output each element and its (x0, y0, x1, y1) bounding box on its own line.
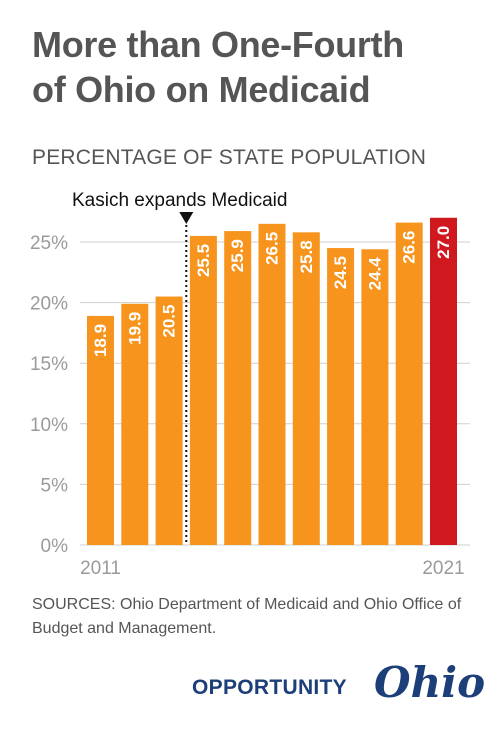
logo-script: Ohio (374, 658, 486, 707)
chart-title: More than One-Fourth of Ohio on Medicaid (32, 22, 404, 112)
bar-value-label: 26.5 (263, 232, 282, 265)
title-line-2: of Ohio on Medicaid (32, 69, 371, 110)
bar (327, 248, 355, 545)
title-line-1: More than One-Fourth (32, 24, 404, 65)
y-tick-label: 20% (30, 294, 68, 315)
bar (121, 303, 149, 545)
bar-value-label: 26.6 (400, 231, 419, 264)
y-tick-label: 0% (41, 536, 69, 557)
bar (395, 222, 423, 545)
bar (224, 231, 252, 546)
bar (430, 217, 457, 545)
bar (155, 296, 183, 545)
bar-value-label: 25.9 (228, 239, 247, 272)
chart-subtitle: PERCENTAGE OF STATE POPULATION (32, 146, 427, 169)
annotation-label: Kasich expands Medicaid (72, 190, 287, 211)
y-tick-label: 25% (30, 233, 68, 254)
bar (258, 223, 286, 545)
bar (361, 249, 389, 545)
bar-value-label: 24.5 (331, 256, 350, 289)
bar-value-label: 27.0 (434, 226, 453, 259)
sources-note: SOURCES: Ohio Department of Medicaid and… (32, 596, 462, 637)
bar (189, 235, 217, 545)
annotation-marker-icon (179, 212, 194, 224)
y-tick-label: 10% (30, 415, 68, 436)
logo-wordmark: OPPORTUNITY (192, 676, 347, 699)
bar-value-label: 24.4 (365, 257, 384, 291)
y-tick-label: 5% (41, 475, 69, 496)
y-tick-label: 15% (30, 354, 68, 375)
x-tick-label: 2021 (422, 558, 464, 579)
bar-chart: 0% 5% 10% 15% 20% 25% 18.9 19.9 20.5 25.5 25.9 26.5… (30, 190, 470, 579)
bar (292, 232, 320, 545)
bar-value-label: 18.9 (91, 324, 110, 357)
bar-value-label: 25.5 (194, 244, 213, 277)
bar-value-label: 25.8 (297, 240, 316, 273)
bar (87, 315, 114, 545)
x-tick-label: 2011 (80, 558, 121, 579)
opportunity-ohio-logo: OPPORTUNITY Ohio (192, 658, 486, 710)
bar-value-label: 19.9 (125, 312, 144, 345)
bar-value-label: 20.5 (160, 305, 179, 338)
